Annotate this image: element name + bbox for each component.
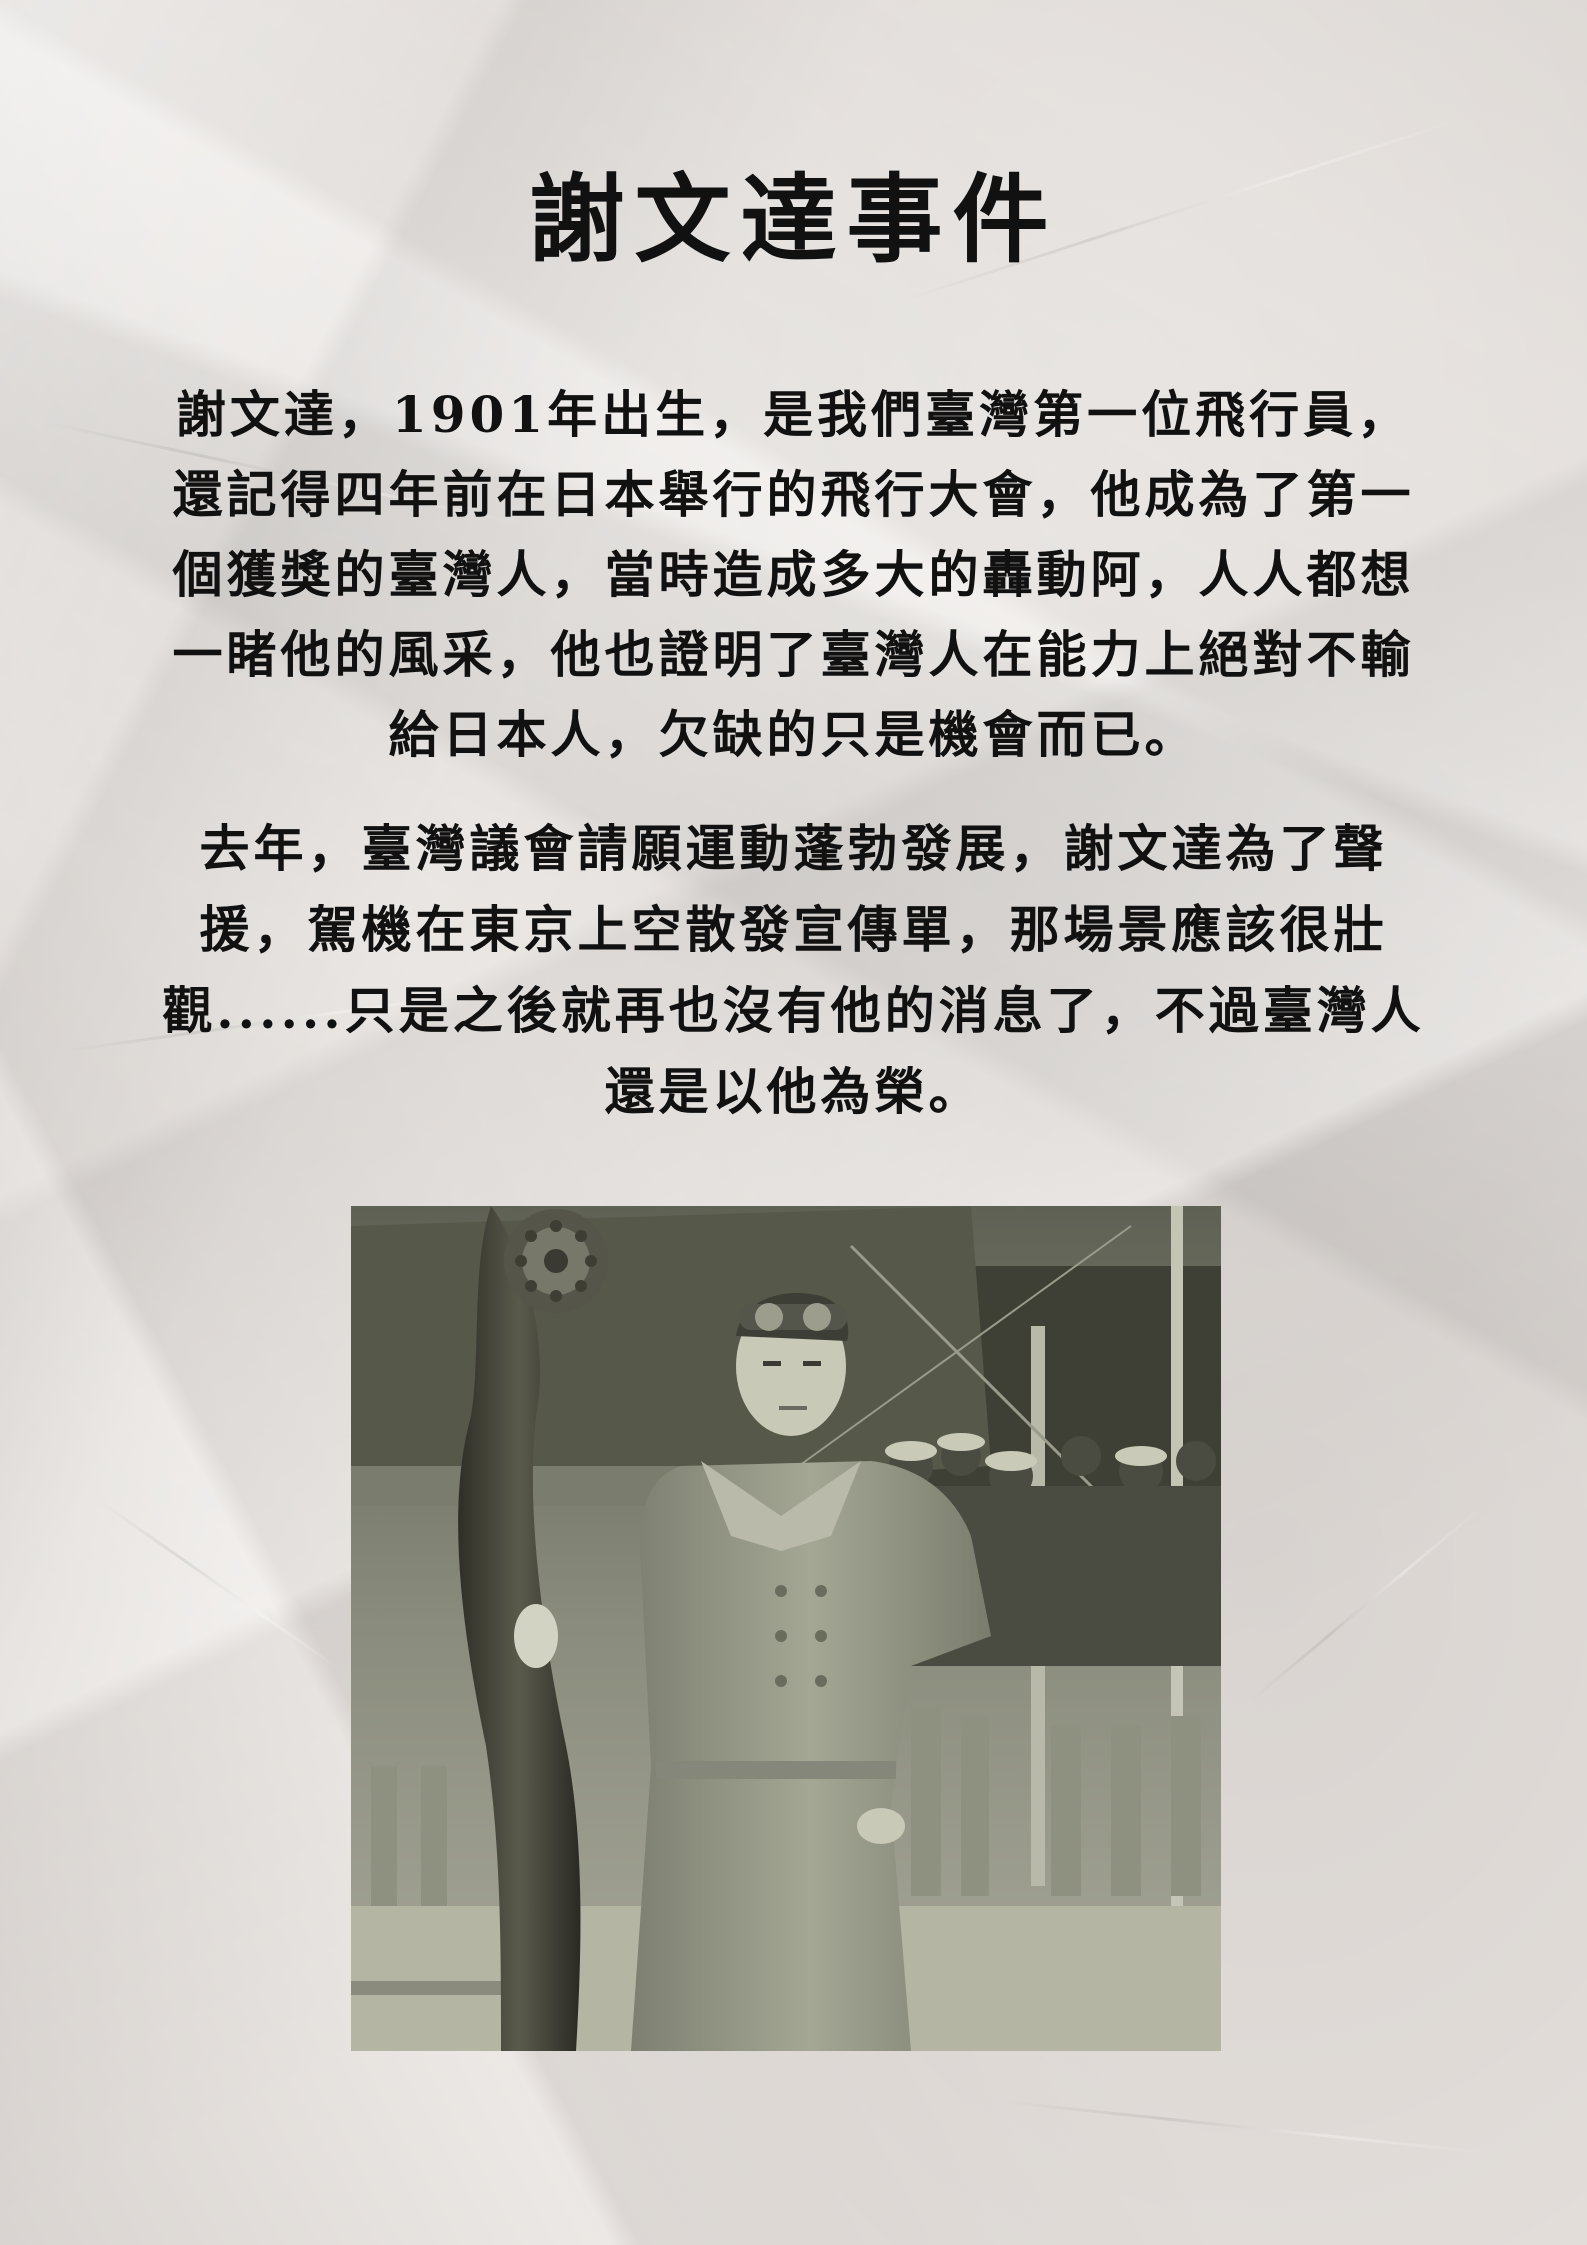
page-title: 謝文達事件 [528, 163, 1059, 276]
body-paragraph: 謝文達，1901年出生，是我們臺灣第一位飛行員，還記得四年前在日本舉行的飛行大會… [172, 385, 1415, 764]
paper-crease [999, 2100, 1498, 2156]
aviator-portrait-photo [351, 1206, 1221, 2051]
body-paragraph: 去年，臺灣議會請願運動蓬勃發展，謝文達為了聲援，駕機在東京上空散發宣傳單，那場景… [162, 819, 1425, 1121]
paper-crease [1249, 1507, 1481, 1703]
paper-crease [99, 1500, 347, 1675]
